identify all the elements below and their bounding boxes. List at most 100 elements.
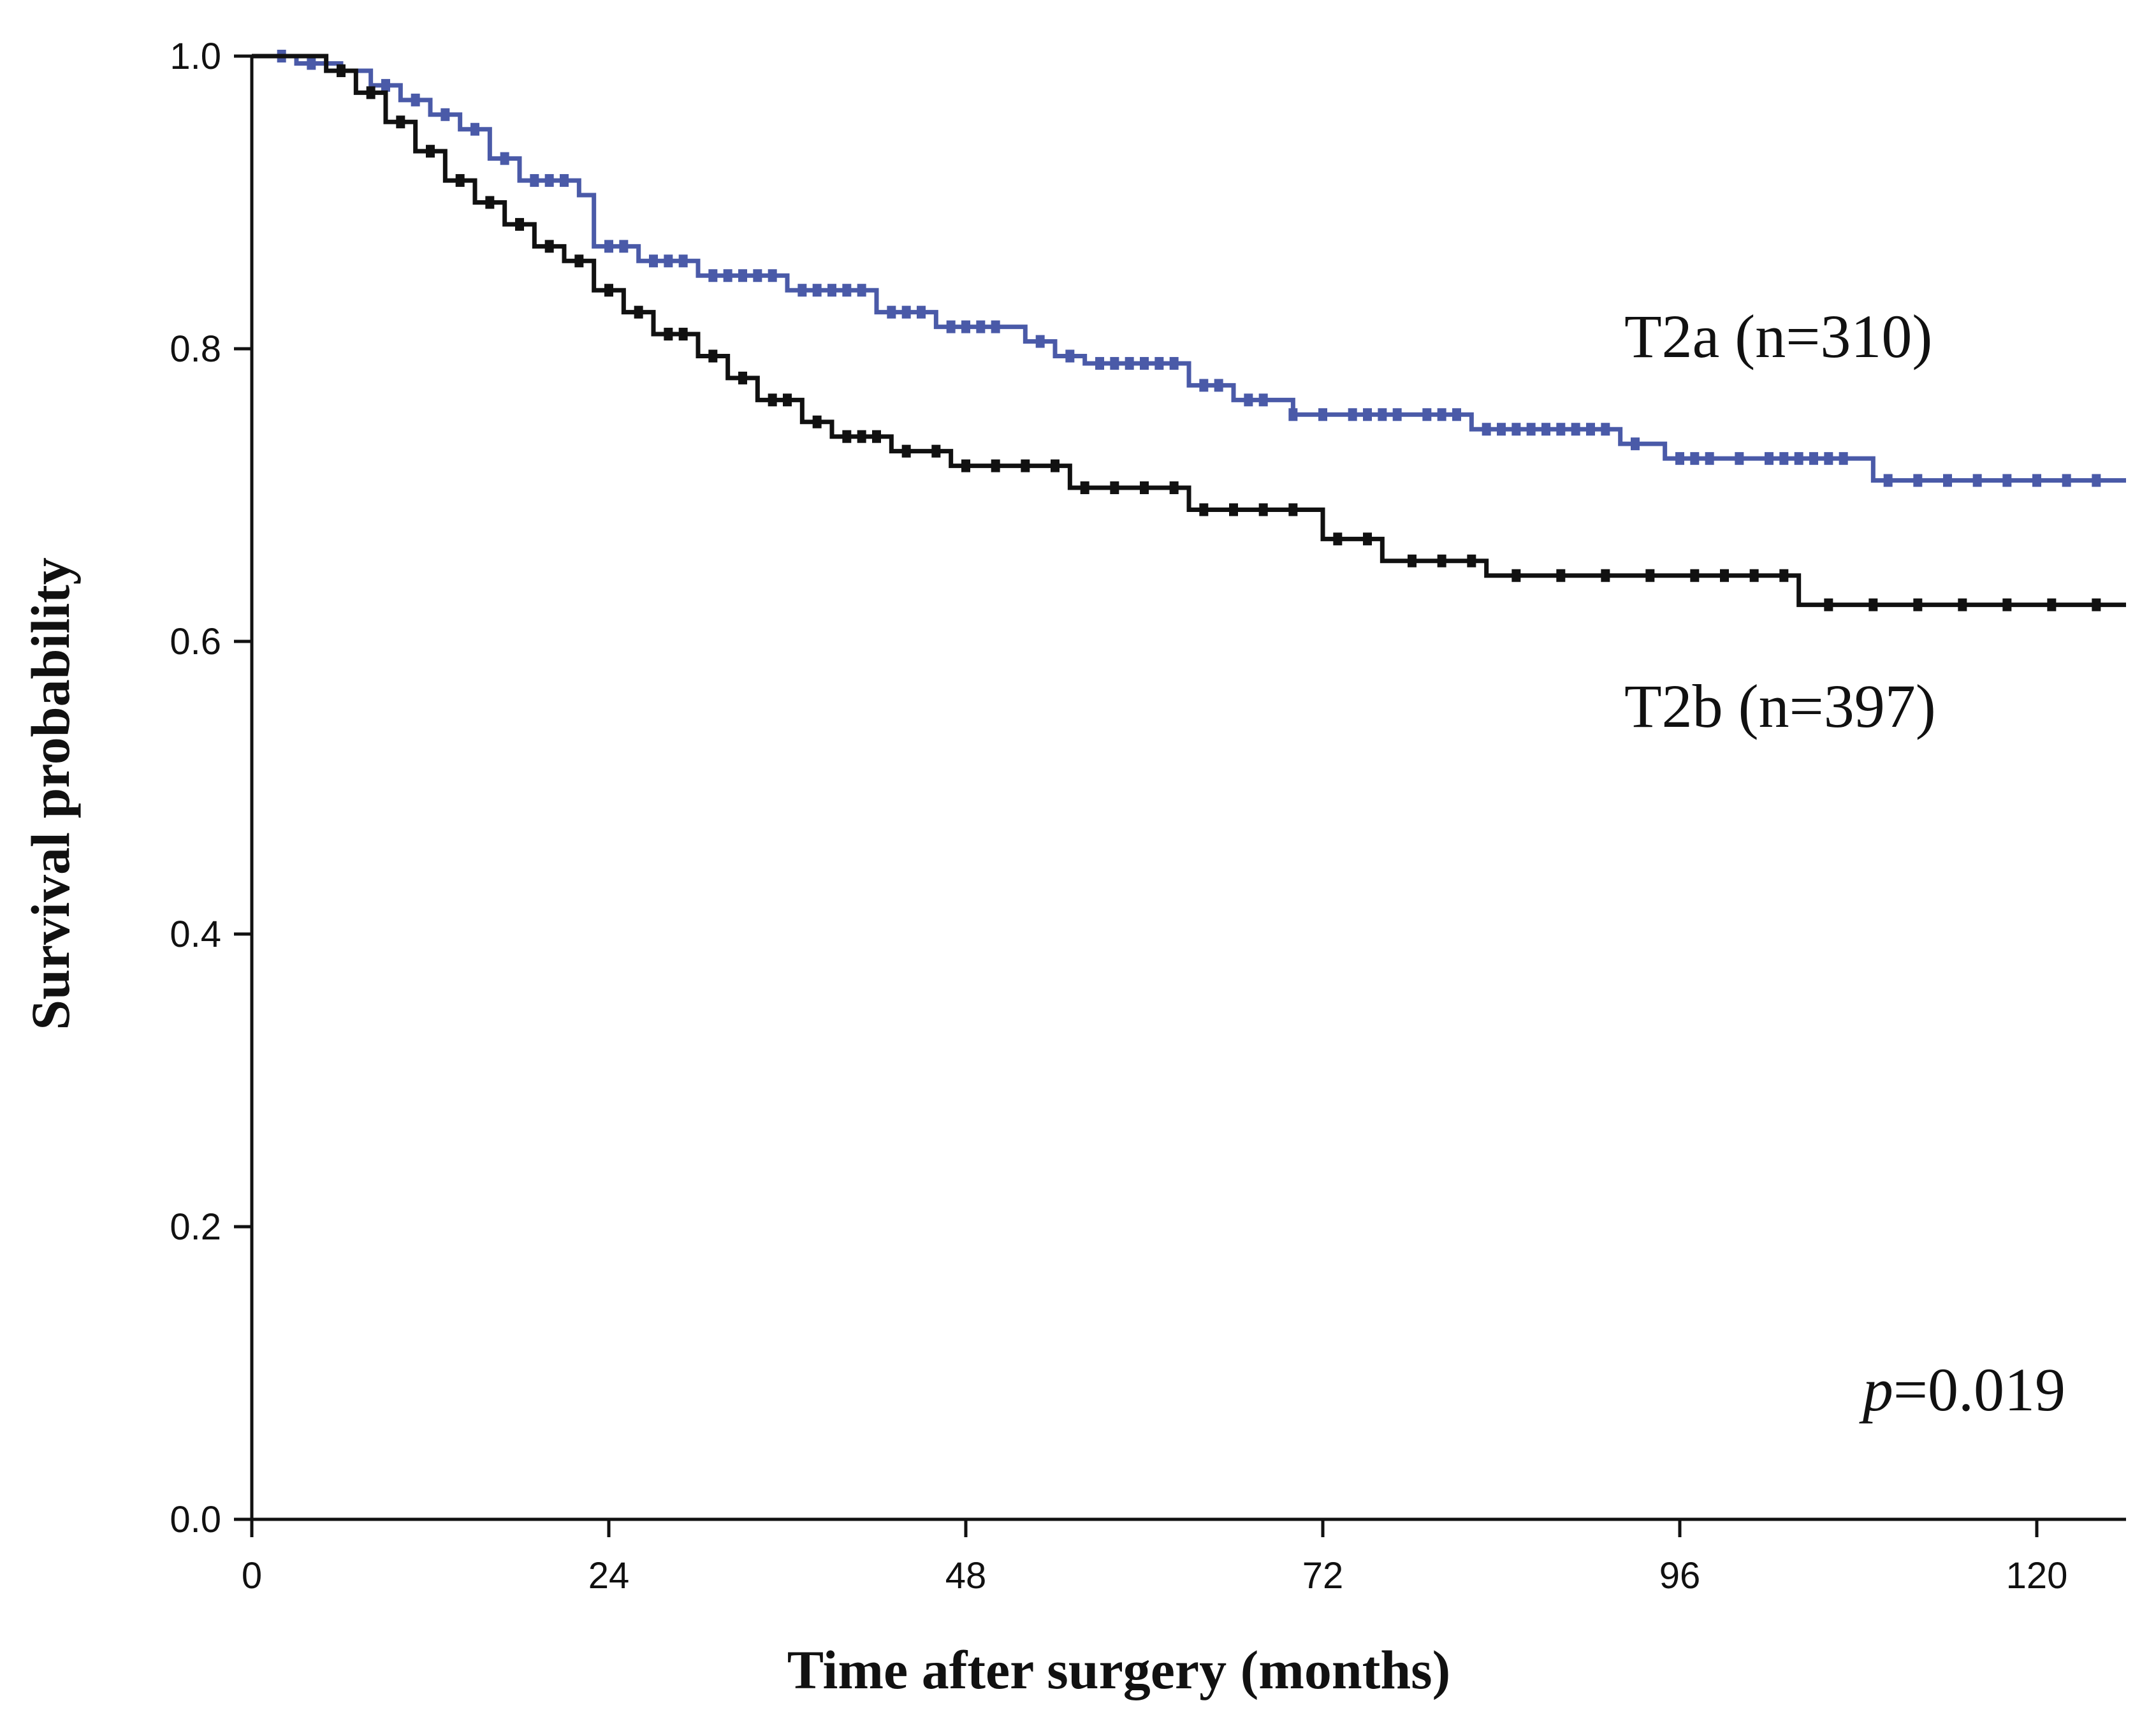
series-layer xyxy=(252,50,2126,611)
censor-mark xyxy=(1601,423,1610,436)
censor-mark xyxy=(366,86,375,99)
censor-mark xyxy=(991,320,1000,333)
censor-mark xyxy=(708,349,718,363)
censor-mark xyxy=(1526,423,1536,436)
censor-mark xyxy=(2092,474,2101,487)
censor-mark xyxy=(1437,408,1446,421)
censor-mark xyxy=(1169,356,1179,370)
x-tick-label: 96 xyxy=(1659,1555,1701,1596)
censor-mark xyxy=(1125,356,1134,370)
censor-mark xyxy=(2002,598,2012,611)
censor-mark xyxy=(753,269,762,282)
censor-mark xyxy=(1958,598,1967,611)
censor-mark xyxy=(2062,474,2071,487)
censor-mark xyxy=(2047,598,2057,611)
censor-mark xyxy=(1065,349,1075,363)
censor-mark xyxy=(1675,452,1684,465)
axes: 0 24 48 72 96 120 0.0 0.2 0.4 0.6 0.8 1.0 xyxy=(170,36,2126,1596)
censor-mark xyxy=(337,64,346,77)
censor-mark xyxy=(1199,379,1209,392)
censor-mark xyxy=(931,444,941,458)
censor-mark xyxy=(1705,452,1714,465)
x-tick-label: 24 xyxy=(588,1555,630,1596)
x-tick-label: 48 xyxy=(945,1555,987,1596)
censor-mark xyxy=(2092,598,2101,611)
y-tick-label: 0.2 xyxy=(170,1206,221,1248)
censor-mark xyxy=(1883,474,1893,487)
censor-mark xyxy=(1794,452,1803,465)
censor-mark xyxy=(917,305,926,319)
p-value-annotation: p=0.019 xyxy=(1859,1355,2065,1424)
censor-mark xyxy=(455,174,465,187)
censor-mark xyxy=(1839,452,1848,465)
censor-mark xyxy=(872,430,881,443)
censor-mark xyxy=(1601,569,1610,582)
censor-mark xyxy=(441,108,450,121)
p-symbol: p xyxy=(1859,1355,1893,1424)
censor-mark xyxy=(1690,452,1700,465)
censor-mark xyxy=(515,217,524,231)
y-tick-label: 0.0 xyxy=(170,1499,221,1540)
censor-mark xyxy=(1809,452,1818,465)
censor-mark xyxy=(946,320,956,333)
censor-mark xyxy=(1363,532,1372,546)
censor-mark xyxy=(1021,459,1030,472)
censor-mark xyxy=(842,430,852,443)
series-t2a xyxy=(252,50,2126,487)
censor-mark xyxy=(2002,474,2012,487)
censor-mark xyxy=(1913,598,1923,611)
censor-mark xyxy=(1348,408,1357,421)
censor-mark xyxy=(1437,554,1446,567)
censor-mark xyxy=(1556,569,1566,582)
censor-mark xyxy=(1749,569,1759,582)
censor-mark xyxy=(1645,569,1655,582)
censor-mark xyxy=(1392,408,1402,421)
censor-mark xyxy=(827,284,836,297)
censor-mark xyxy=(857,284,866,297)
x-tick-label: 0 xyxy=(242,1555,262,1596)
censor-mark xyxy=(307,57,316,70)
y-tick-label: 0.4 xyxy=(170,914,221,955)
censor-mark xyxy=(723,269,732,282)
censor-mark xyxy=(1140,356,1149,370)
censor-mark xyxy=(783,393,792,407)
censor-mark xyxy=(604,284,613,297)
censor-mark xyxy=(1095,356,1104,370)
censor-mark xyxy=(1333,532,1343,546)
censor-mark xyxy=(961,320,970,333)
censor-mark xyxy=(678,328,688,341)
censor-mark xyxy=(1943,474,1952,487)
censor-mark xyxy=(768,269,777,282)
censor-mark xyxy=(1035,335,1045,348)
censor-mark xyxy=(664,328,673,341)
censor-mark xyxy=(1511,423,1521,436)
censor-mark xyxy=(411,93,420,106)
censor-mark xyxy=(1779,452,1789,465)
censor-mark xyxy=(426,145,435,158)
censor-mark xyxy=(1229,503,1238,516)
censor-mark xyxy=(1214,379,1223,392)
censor-mark xyxy=(1051,459,1060,472)
censor-mark xyxy=(1258,393,1268,407)
censor-mark xyxy=(500,152,509,165)
censor-mark xyxy=(1080,481,1089,495)
censor-mark xyxy=(678,254,688,268)
series-t2b xyxy=(252,54,2126,611)
y-axis-title: Survival probability xyxy=(20,557,81,1030)
survival-curve-t2a xyxy=(252,54,2126,483)
censor-mark xyxy=(1408,554,1417,567)
y-tick-label: 1.0 xyxy=(170,36,221,77)
y-tick-label: 0.6 xyxy=(170,621,221,662)
censor-mark xyxy=(1363,408,1372,421)
censor-mark xyxy=(664,254,673,268)
censor-mark xyxy=(1288,503,1298,516)
censor-mark xyxy=(738,371,747,384)
censor-mark xyxy=(1779,569,1789,582)
censor-mark xyxy=(2032,474,2041,487)
censor-mark xyxy=(634,305,643,319)
censor-mark xyxy=(1378,408,1387,421)
censor-mark xyxy=(857,430,866,443)
censor-mark xyxy=(544,240,554,253)
censor-mark xyxy=(1511,569,1521,582)
censor-mark xyxy=(1868,598,1878,611)
